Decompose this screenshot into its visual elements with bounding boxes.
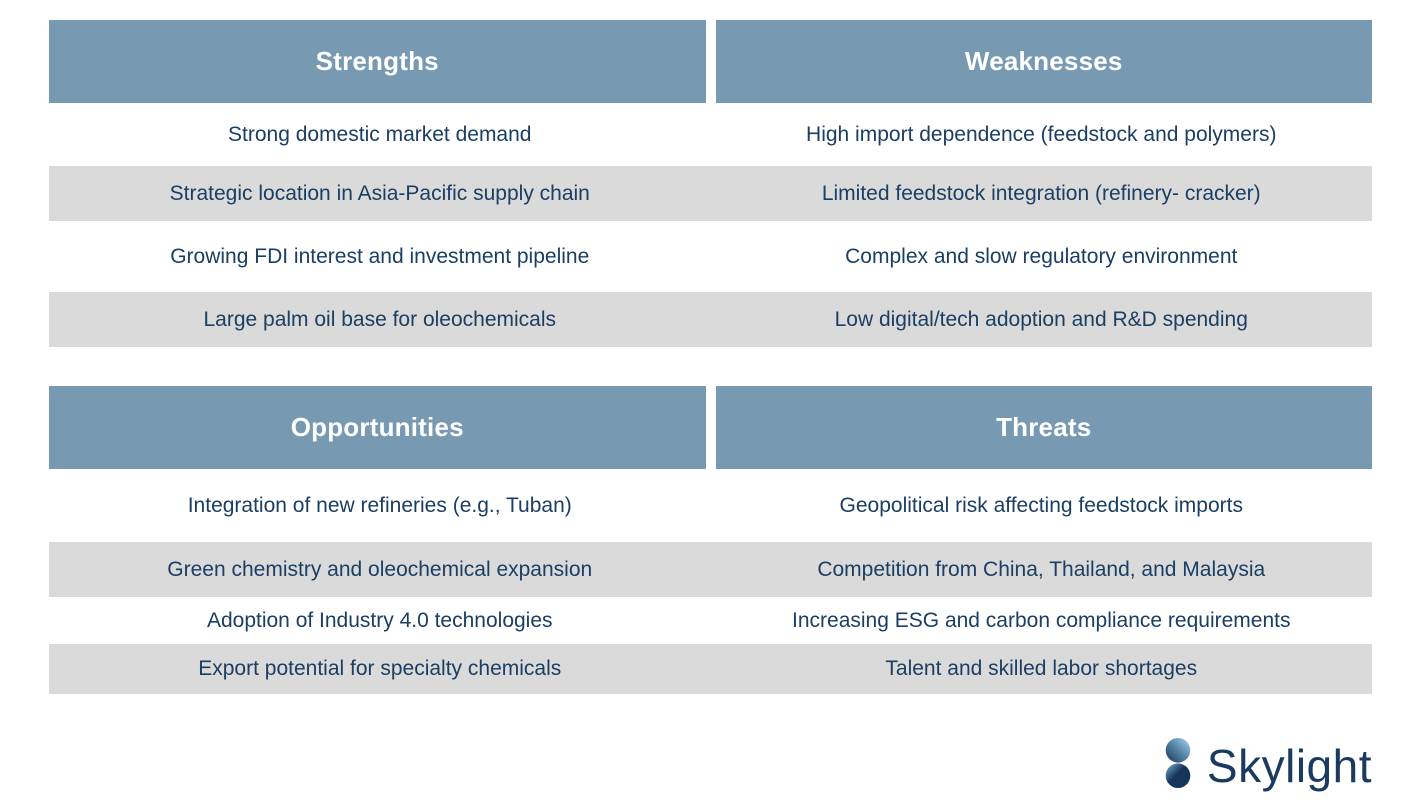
weakness-item-1: High import dependence (feedstock and po… [806,122,1277,146]
strengths-header: Strengths [49,20,706,103]
threat-item-4: Talent and skilled labor shortages [885,657,1198,680]
swot-row: Strategic location in Asia-Pacific suppl… [49,166,1372,221]
skylight-logo-text: Skylight [1206,739,1372,792]
weakness-item-4: Low digital/tech adoption and R&D spendi… [834,307,1248,331]
swot-row: Growing FDI interest and investment pipe… [49,221,1372,292]
skylight-logo: Skylight [1160,738,1372,793]
strength-item-3: Growing FDI interest and investment pipe… [170,244,590,268]
swot-row: Adoption of Industry 4.0 technologies In… [49,597,1372,644]
header-row-top: Strengths Weaknesses [49,20,1372,103]
swot-table-opportunities-threats: Opportunities Threats Integration of new… [49,386,1372,694]
strength-item-4: Large palm oil base for oleochemicals [203,307,557,331]
opportunity-item-1: Integration of new refineries (e.g., Tub… [187,493,572,517]
strength-item-2: Strategic location in Asia-Pacific suppl… [169,181,590,205]
swot-row: Strong domestic market demand High impor… [49,103,1372,166]
weakness-item-3: Complex and slow regulatory environment [845,244,1238,268]
swot-row: Large palm oil base for oleochemicals Lo… [49,292,1372,347]
weakness-item-2: Limited feedstock integration (refinery-… [821,181,1261,205]
strength-item-1: Strong domestic market demand [228,122,532,146]
opportunity-item-2: Green chemistry and oleochemical expansi… [167,557,593,581]
swot-row: Export potential for specialty chemicals… [49,644,1372,694]
threat-item-1: Geopolitical risk affecting feedstock im… [839,493,1243,517]
swot-table-strengths-weaknesses: Strengths Weaknesses Strong domestic mar… [49,20,1372,347]
threat-item-3: Increasing ESG and carbon compliance req… [792,608,1291,632]
threat-item-2: Competition from China, Thailand, and Ma… [817,557,1266,581]
header-row-bottom: Opportunities Threats [49,386,1372,469]
threats-header: Threats [715,386,1372,469]
swot-row: Integration of new refineries (e.g., Tub… [49,469,1372,542]
opportunities-header: Opportunities [49,386,706,469]
weaknesses-header: Weaknesses [715,20,1372,103]
opportunity-item-3: Adoption of Industry 4.0 technologies [206,608,553,632]
opportunity-item-4: Export potential for specialty chemicals [198,657,562,680]
swot-row: Green chemistry and oleochemical expansi… [49,542,1372,597]
skylight-logo-icon [1160,738,1195,793]
